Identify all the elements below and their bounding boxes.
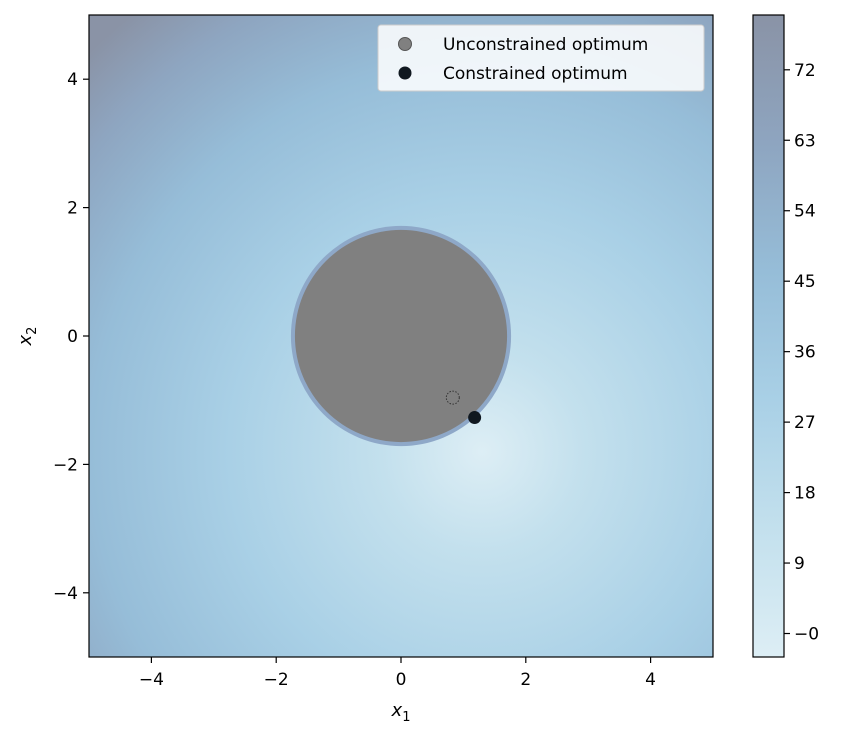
plot-area <box>88 14 714 658</box>
x-tick-label: 0 <box>396 670 407 690</box>
legend-label-constrained: Constrained optimum <box>443 64 628 84</box>
x-axis-label: x1 <box>391 700 411 725</box>
legend-label-unconstrained: Unconstrained optimum <box>443 35 648 55</box>
colorbar-tick-label: 54 <box>794 202 816 222</box>
colorbar-tick-label: 9 <box>794 554 805 574</box>
colorbar-gradient <box>752 14 785 658</box>
y-tick-label: 2 <box>67 199 78 219</box>
x-tick-label: −4 <box>139 670 164 690</box>
y-tick-label: 0 <box>67 327 78 347</box>
colorbar: −0 9 18 27 36 45 54 63 72 <box>752 14 819 658</box>
y-tick-label: −4 <box>53 584 78 604</box>
constrained-optimum-point <box>468 411 482 425</box>
y-axis-label: x2 <box>15 327 40 347</box>
x-axis: −4 −2 0 2 4 <box>139 657 656 690</box>
colorbar-tick-label: 45 <box>794 272 816 292</box>
infeasible-region <box>294 229 508 443</box>
colorbar-tick-label: −0 <box>794 625 819 645</box>
optimum-points <box>445 390 482 425</box>
legend: Unconstrained optimum Constrained optimu… <box>377 24 705 92</box>
svg-text:x2: x2 <box>15 327 40 347</box>
svg-text:x1: x1 <box>391 700 411 725</box>
y-tick-label: −2 <box>53 455 78 475</box>
legend-marker-constrained <box>398 66 412 80</box>
colorbar-tick-label: 36 <box>794 343 816 363</box>
legend-box <box>377 24 705 92</box>
y-axis: −4 −2 0 2 4 <box>53 70 89 604</box>
y-tick-label: 4 <box>67 70 78 90</box>
colorbar-ticks: −0 9 18 27 36 45 54 63 72 <box>784 61 819 645</box>
legend-marker-unconstrained <box>398 37 412 51</box>
x-tick-label: 4 <box>645 670 656 690</box>
colorbar-tick-label: 63 <box>794 131 816 151</box>
x-tick-label: −2 <box>264 670 289 690</box>
colorbar-tick-label: 72 <box>794 61 816 81</box>
colorbar-tick-label: 27 <box>794 413 816 433</box>
x-tick-label: 2 <box>520 670 531 690</box>
unconstrained-optimum-point <box>445 390 460 405</box>
colorbar-tick-label: 18 <box>794 484 816 504</box>
